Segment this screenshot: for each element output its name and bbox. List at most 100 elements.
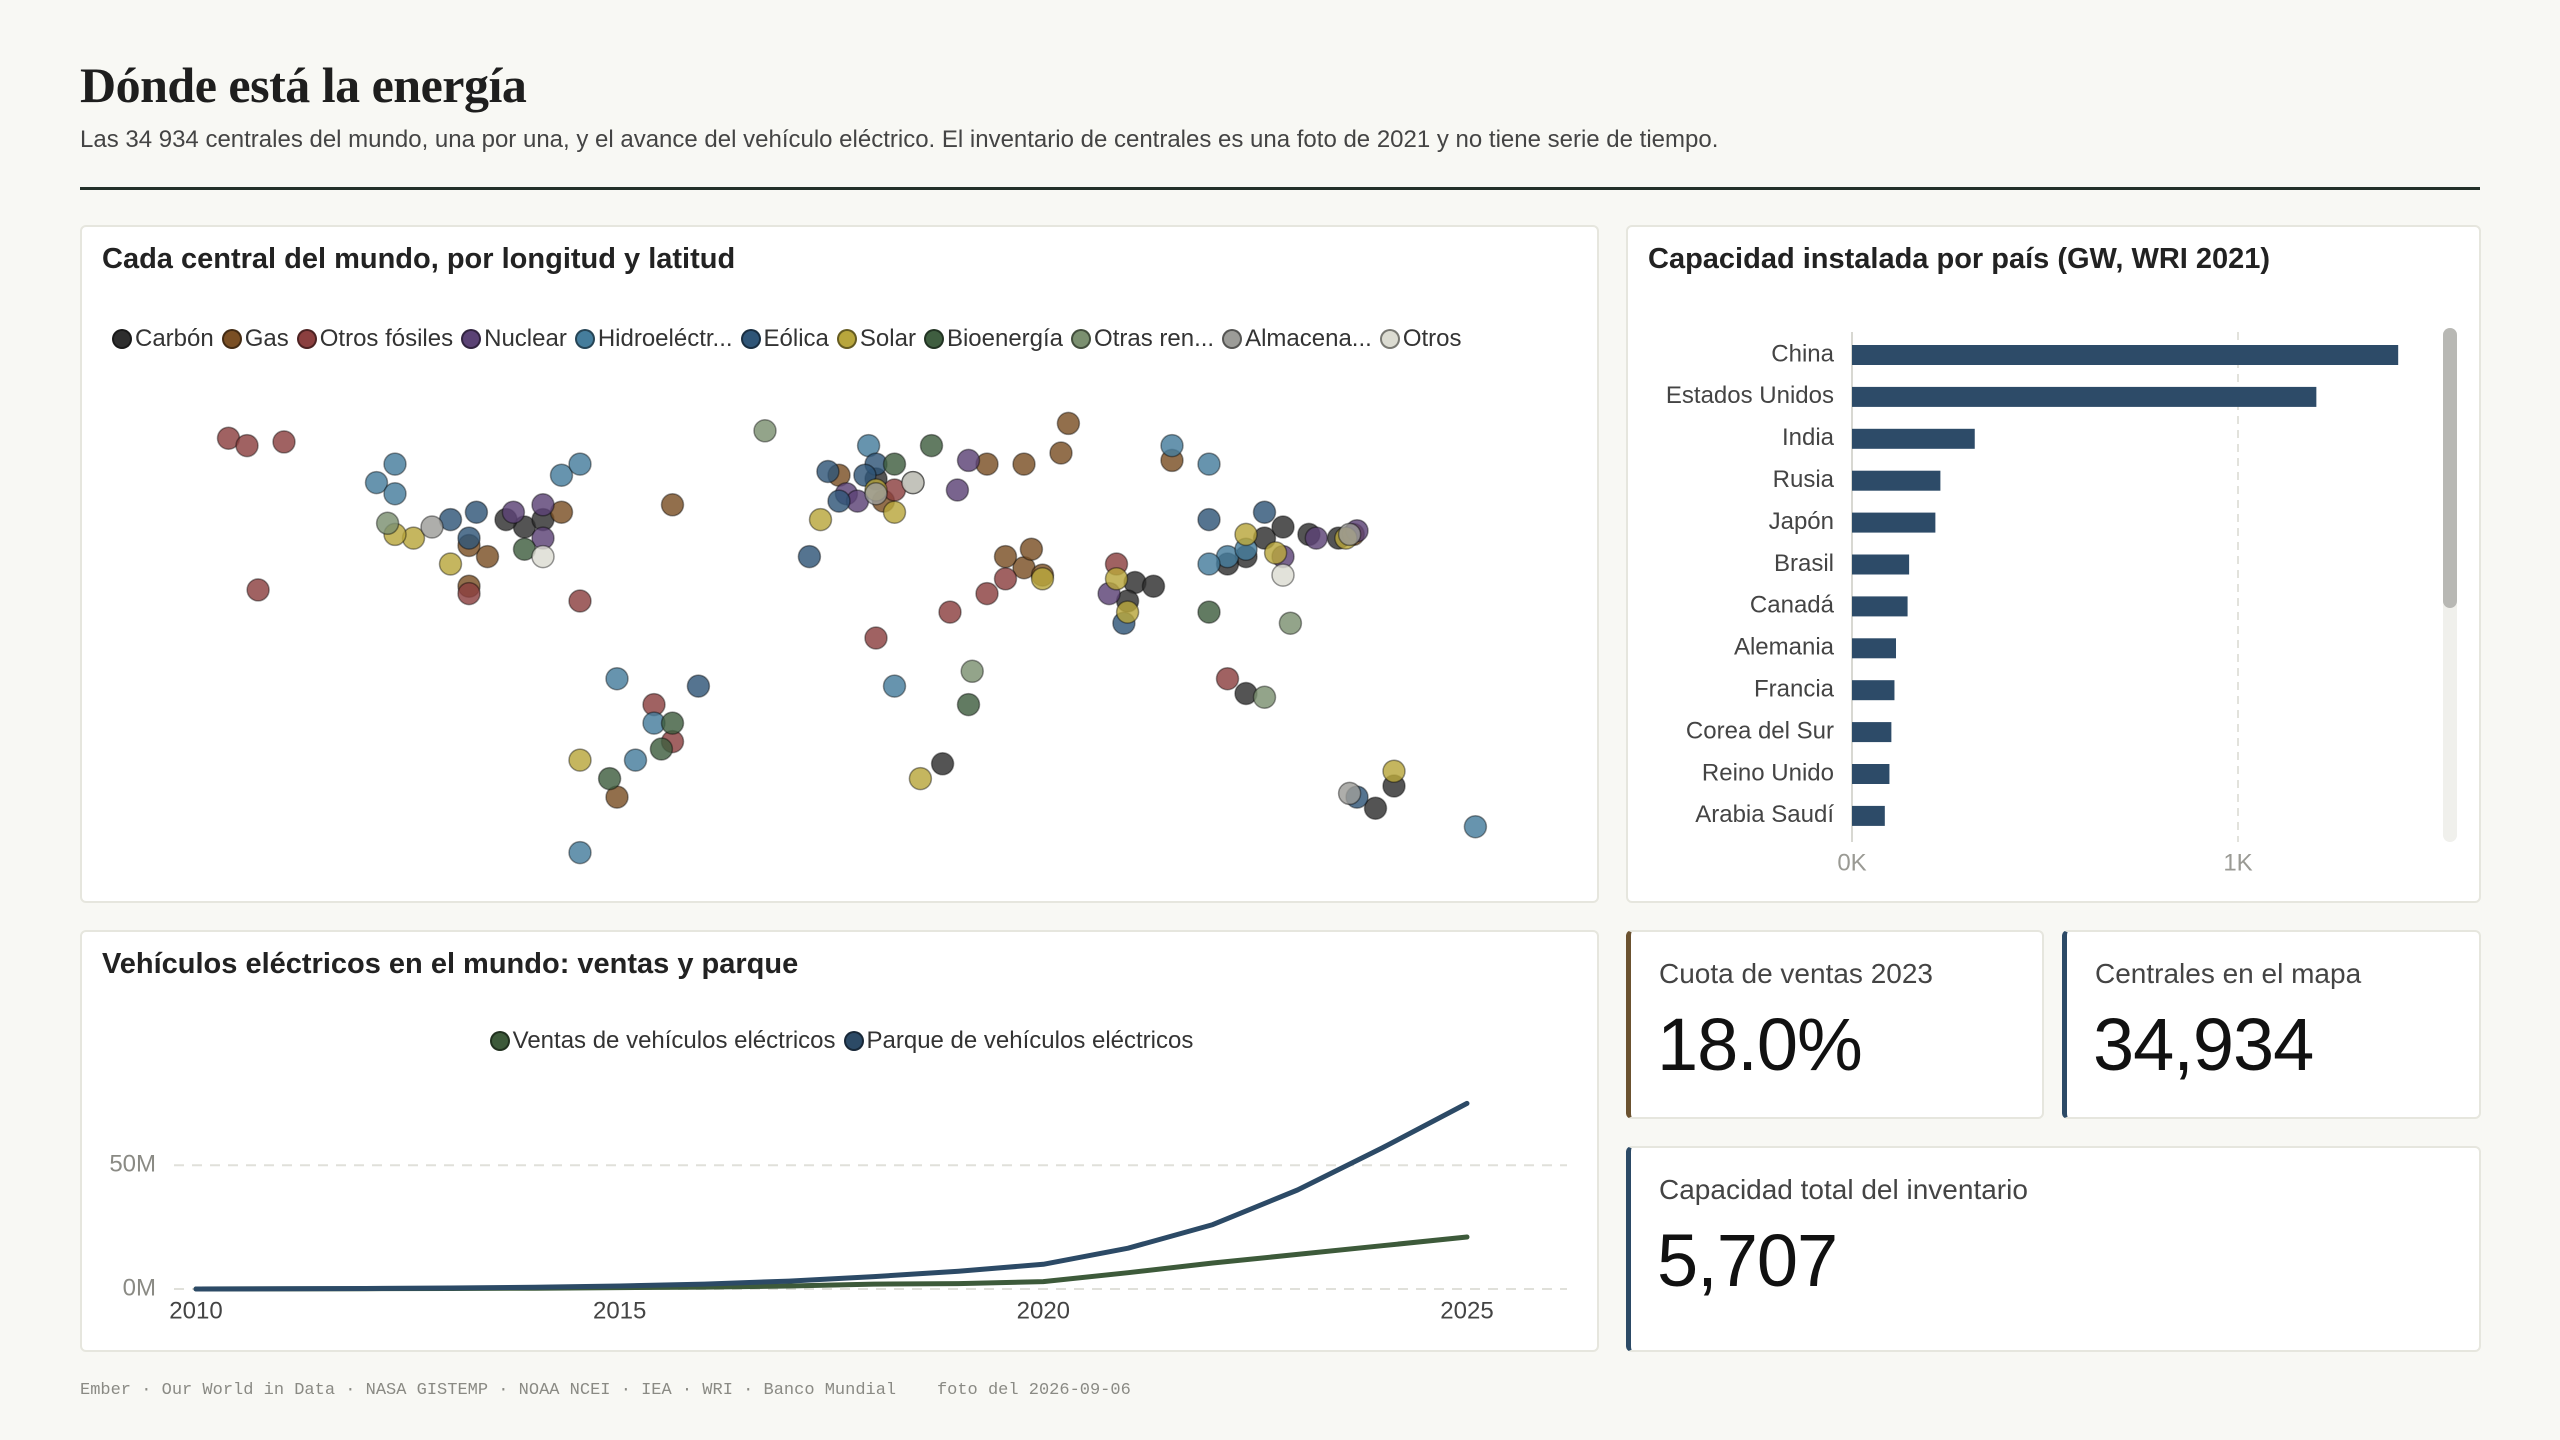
kpi-card: Centrales en el mapa 34,934 (2062, 930, 2481, 1119)
legend: Carbón Gas Otros fósiles Nuclear Hidroeléctr… (112, 325, 1462, 353)
plant-point (464, 500, 489, 524)
bar (1852, 638, 1897, 659)
plant-point (531, 544, 555, 569)
legend-label: Nuclear (484, 325, 567, 352)
x-tick-label: 2025 (1440, 1297, 1493, 1324)
legend-label: Otras ren... (1094, 325, 1215, 352)
panel-title: Cada central del mundo, por longitud y l… (102, 243, 736, 275)
line-chart: 0M 50M 2010 2015 2020 2025 (109, 1100, 1567, 1324)
bar (1852, 764, 1890, 784)
legend-swatch (923, 329, 944, 349)
plant-point (1263, 541, 1288, 565)
plant-point (605, 666, 629, 691)
plant-point (597, 766, 622, 791)
plant-point (1104, 567, 1129, 591)
plant-point (1141, 574, 1166, 598)
plant-point (956, 692, 981, 717)
plant-point (938, 600, 962, 624)
plant-point (827, 489, 851, 513)
y-tick-label: Alemania (1734, 634, 1835, 661)
legend-item: Otros fósiles (296, 325, 454, 353)
plant-point (1363, 796, 1388, 820)
legend-swatch (1379, 329, 1400, 349)
bar (1852, 680, 1895, 701)
legend-item: Bioenergía (923, 325, 1063, 353)
plant-point (882, 674, 907, 698)
legend-swatch (740, 329, 761, 349)
x-tick-label: 0K (1837, 849, 1866, 876)
bar (1852, 805, 1885, 826)
plant-point (375, 511, 400, 536)
plant-point (457, 581, 481, 606)
plant-point (1197, 452, 1221, 476)
y-tick-label: Arabia Saudí (1695, 801, 1834, 828)
plant-point (919, 433, 944, 458)
line-panel: Vehículos eléctricos en el mundo: ventas… (80, 930, 1599, 1352)
plant-point (1197, 507, 1221, 532)
plant-point (901, 470, 925, 495)
bar (1852, 596, 1908, 617)
plant-point (1030, 567, 1055, 591)
y-tick-label: 0M (123, 1274, 156, 1301)
plant-point (1252, 500, 1277, 524)
bar-chart: 0K 1K China Estados Unidos India Rusia Japón Br… (1666, 328, 2457, 876)
plant-point (531, 493, 555, 517)
legend-label: Hidroeléctr... (597, 325, 733, 352)
legend-item: Eólica (740, 325, 829, 353)
legend-label: Solar (859, 325, 916, 352)
bar (1852, 345, 2399, 365)
plant-point (686, 674, 711, 698)
legend-swatch (836, 329, 857, 349)
kpi-label: Centrales en el mapa (2095, 958, 2362, 989)
legend-label: Otros (1402, 325, 1462, 352)
kpi-card: Capacidad total del inventario 5,707 (1626, 1146, 2481, 1352)
plant-point (1049, 441, 1073, 465)
kpi-label: Cuota de ventas 2023 (1659, 958, 1933, 989)
legend-label: Otros fósiles (319, 325, 454, 352)
footer-snapshot: foto del 2026-09-06 (936, 1381, 1131, 1400)
plant-point (960, 659, 984, 684)
plant-point (908, 766, 933, 791)
panel-title: Vehículos eléctricos en el mundo: ventas… (102, 948, 799, 980)
plant-point (808, 507, 833, 532)
panel-title: Capacidad instalada por país (GW, WRI 20… (1648, 243, 2271, 275)
y-tick-label: China (1771, 340, 1834, 367)
plant-point (438, 552, 463, 576)
plant-point (246, 578, 270, 602)
page-title: Dónde está la energía (80, 57, 527, 113)
plant-point (1463, 814, 1488, 839)
plant-point (549, 463, 574, 487)
series-line (193, 1100, 1470, 1292)
plant-point (882, 452, 907, 476)
legend-item: Carbón (112, 325, 214, 353)
legend-item: Nuclear (461, 325, 567, 353)
legend-item: Solar (836, 325, 916, 353)
legend-label: Gas (244, 325, 289, 352)
header-rule (80, 187, 2480, 190)
y-tick-label: Corea del Sur (1686, 717, 1834, 744)
plant-point (1271, 563, 1295, 587)
plant-point (568, 840, 592, 865)
bar (1852, 386, 2317, 407)
plant-point (1234, 522, 1258, 547)
legend-label: Eólica (763, 325, 829, 352)
plant-point (753, 419, 777, 443)
legend-swatch (1071, 329, 1092, 349)
y-tick-label: Estados Unidos (1666, 382, 1834, 409)
legend-swatch (461, 329, 482, 349)
plant-point (1271, 515, 1295, 539)
plant-point (993, 567, 1018, 591)
plant-point (864, 626, 888, 650)
plant-point (993, 544, 1018, 569)
bar (1852, 512, 1936, 533)
plant-point (797, 544, 822, 569)
legend-item: Otras ren... (1071, 325, 1214, 353)
footer: Ember · Our World in Data · NASA GISTEMP… (80, 1381, 1131, 1400)
plant-point (956, 448, 981, 473)
scrollbar-thumb[interactable] (2443, 328, 2457, 608)
legend-swatch (843, 1031, 864, 1051)
plant-point (475, 544, 500, 569)
legend-swatch (296, 329, 317, 349)
plant-point (1056, 411, 1081, 436)
legend-swatch (221, 329, 242, 349)
